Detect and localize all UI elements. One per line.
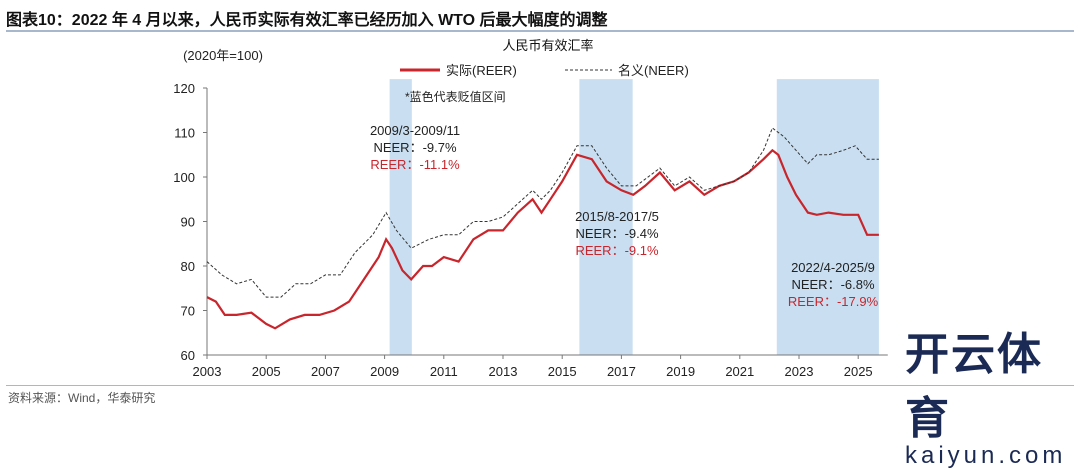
depreciation-band bbox=[389, 79, 412, 355]
y-tick-label: 80 bbox=[181, 259, 195, 274]
x-tick-label: 2007 bbox=[311, 364, 340, 379]
x-tick-label: 2005 bbox=[252, 364, 281, 379]
y-tick-label: 90 bbox=[181, 215, 195, 230]
series-reer-line bbox=[206, 148, 879, 330]
x-tick-label: 2021 bbox=[725, 364, 754, 379]
x-tick-label: 2009 bbox=[370, 364, 399, 379]
band-period-label: 2015/8-2017/5 bbox=[575, 209, 659, 224]
watermark-cn: 开云体育 bbox=[905, 329, 1043, 444]
x-tick-label: 2019 bbox=[666, 364, 695, 379]
chart: (2020年=100) 人民币有效汇率 实际(REER) 名义(NEER) *蓝… bbox=[173, 38, 888, 379]
y-tick-label: 60 bbox=[181, 348, 195, 363]
x-tick-label: 2025 bbox=[844, 364, 873, 379]
source-note: 资料来源：Wind，华泰研究 bbox=[8, 391, 156, 405]
figure-title: 图表10：2022 年 4 月以来，人民币实际有效汇率已经历加入 WTO 后最大… bbox=[6, 12, 608, 29]
y-axis-label: (2020年=100) bbox=[183, 48, 263, 63]
watermark-logo: 开云体育 kaiyun.com bbox=[905, 318, 1080, 470]
y-tick-label: 120 bbox=[173, 81, 195, 96]
legend-label-neer: 名义(NEER) bbox=[618, 63, 689, 78]
chart-title: 人民币有效汇率 bbox=[502, 38, 593, 53]
watermark-en: kaiyun.com bbox=[905, 442, 1067, 469]
y-tick-label: 100 bbox=[173, 170, 195, 185]
depreciation-band bbox=[776, 79, 879, 355]
x-tick-label: 2003 bbox=[193, 364, 222, 379]
band-neer-change: NEER：-9.7% bbox=[373, 140, 457, 155]
depreciation-band bbox=[579, 79, 633, 355]
x-tick-label: 2015 bbox=[548, 364, 577, 379]
y-tick-label: 110 bbox=[174, 126, 195, 141]
band-period-label: 2022/4-2025/9 bbox=[791, 260, 875, 275]
legend-label-reer: 实际(REER) bbox=[446, 63, 517, 78]
series-neer-line bbox=[206, 127, 879, 298]
y-tick-label: 70 bbox=[181, 304, 195, 319]
x-tick-label: 2011 bbox=[430, 364, 458, 379]
x-tick-label: 2017 bbox=[607, 364, 636, 379]
band-reer-change: REER：-17.9% bbox=[788, 294, 879, 309]
x-tick-label: 2023 bbox=[785, 364, 814, 379]
x-tick-label: 2013 bbox=[489, 364, 518, 379]
band-reer-change: REER：-9.1% bbox=[575, 243, 659, 258]
band-period-label: 2009/3-2009/11 bbox=[370, 123, 460, 138]
band-neer-change: NEER：-6.8% bbox=[791, 277, 875, 292]
footer-divider bbox=[6, 385, 1074, 386]
band-neer-change: NEER：-9.4% bbox=[575, 226, 659, 241]
band-reer-change: REER：-11.1% bbox=[370, 157, 460, 172]
title-divider bbox=[6, 30, 1074, 32]
band-note: *蓝色代表贬值区间 bbox=[405, 89, 506, 104]
